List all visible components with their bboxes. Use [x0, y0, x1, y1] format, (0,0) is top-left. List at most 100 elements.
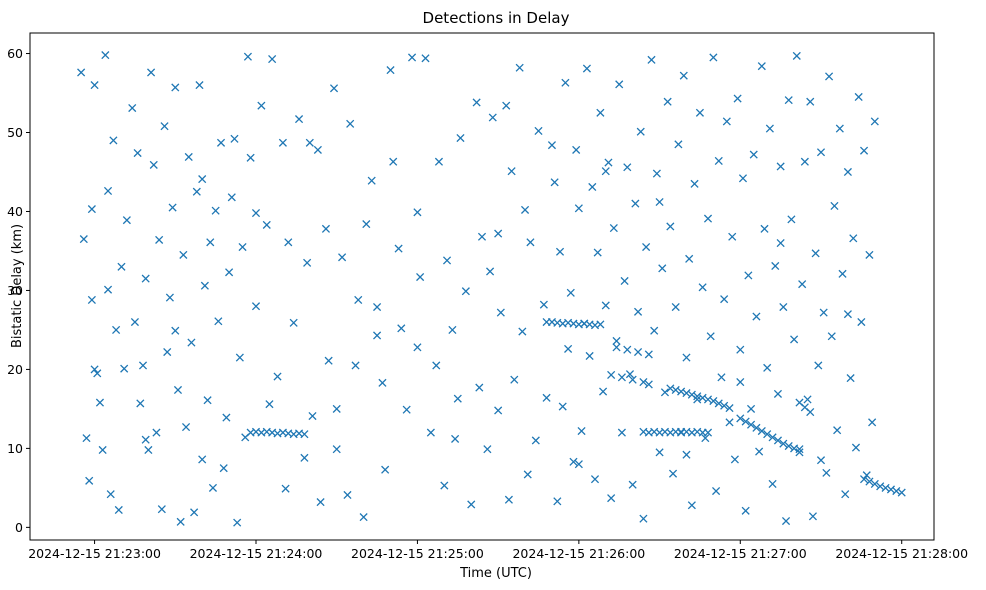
data-point: [892, 486, 901, 496]
data-point: [886, 485, 896, 494]
data-point: [165, 293, 174, 302]
data-point: [176, 517, 185, 526]
x-tick-label: 2024-12-15 21:27:00: [674, 546, 807, 561]
y-tick-label: 10: [7, 441, 23, 456]
data-point: [843, 310, 852, 319]
data-point: [808, 512, 817, 521]
data-point: [760, 224, 769, 233]
data-point: [294, 115, 304, 124]
data-point: [300, 430, 309, 439]
data-point: [720, 295, 729, 304]
data-point: [698, 393, 707, 402]
data-point: [674, 140, 683, 149]
y-axis: 0 10 20 30 40 50 60: [7, 46, 30, 535]
data-point: [284, 238, 293, 247]
data-point: [825, 72, 834, 81]
data-point: [483, 445, 492, 454]
y-axis-title: Bistatic Delay (km): [10, 224, 25, 348]
data-point: [216, 138, 226, 147]
data-point: [685, 254, 694, 263]
data-point: [246, 153, 255, 162]
data-point: [163, 347, 172, 357]
data-point: [494, 229, 503, 238]
data-point: [733, 94, 742, 103]
data-point: [701, 434, 710, 443]
data-point: [510, 375, 519, 384]
data-point: [607, 494, 616, 503]
data-point: [720, 401, 729, 410]
data-point: [668, 469, 678, 478]
data-point: [806, 408, 815, 417]
data-point: [173, 385, 183, 395]
data-point: [87, 205, 96, 214]
data-point: [768, 433, 777, 442]
data-point: [843, 167, 852, 177]
data-point: [682, 389, 691, 398]
data-point: [757, 426, 766, 436]
data-point: [448, 325, 457, 334]
data-point: [792, 51, 801, 60]
data-point: [693, 392, 702, 401]
data-point: [451, 434, 460, 443]
data-point: [784, 441, 793, 451]
data-point: [434, 157, 444, 166]
data-point: [830, 201, 839, 211]
data-point: [776, 162, 785, 171]
data-point: [440, 481, 449, 490]
data-point: [639, 377, 648, 387]
data-point: [157, 505, 166, 514]
data-point: [779, 302, 788, 312]
data-point: [257, 101, 266, 110]
data-point: [881, 483, 890, 492]
data-point: [278, 138, 287, 147]
data-point: [765, 124, 774, 133]
data-point: [85, 476, 94, 485]
data-point: [93, 369, 102, 378]
data-point: [442, 256, 452, 265]
data-point: [198, 455, 207, 464]
data-point: [730, 455, 739, 464]
data-point: [273, 372, 282, 381]
data-point: [515, 63, 524, 72]
data-point: [671, 302, 680, 312]
data-point: [771, 261, 780, 271]
y-tick-label: 50: [7, 125, 23, 140]
data-point: [195, 81, 204, 90]
data-point: [144, 445, 153, 455]
data-point: [87, 295, 96, 304]
data-point: [101, 51, 110, 60]
data-point: [225, 268, 234, 277]
data-point: [736, 377, 745, 387]
data-point: [542, 393, 551, 402]
marker-layer: [77, 51, 906, 527]
data-point: [660, 388, 670, 397]
data-point: [523, 470, 532, 479]
data-point: [171, 326, 180, 335]
data-point: [130, 317, 139, 327]
data-point: [90, 81, 99, 90]
x-axis: 2024-12-15 21:23:00 2024-12-15 21:24:00 20…: [28, 540, 968, 561]
data-point: [835, 124, 844, 133]
data-point: [687, 501, 696, 510]
data-point: [644, 380, 653, 389]
data-point: [432, 361, 441, 370]
data-point: [703, 214, 713, 223]
data-point: [547, 141, 557, 150]
data-point: [300, 453, 309, 462]
data-point: [636, 127, 645, 136]
data-point: [386, 66, 395, 75]
data-point: [631, 199, 640, 208]
data-point: [206, 238, 215, 247]
data-point: [741, 506, 750, 515]
data-point: [787, 215, 796, 224]
data-point: [776, 239, 785, 248]
data-point: [749, 150, 758, 159]
data-point: [496, 308, 505, 317]
data-point: [190, 508, 199, 517]
data-point: [343, 490, 352, 500]
data-point: [819, 308, 828, 317]
data-point: [652, 169, 661, 178]
data-point: [588, 182, 597, 192]
data-point: [233, 518, 242, 527]
data-point: [122, 216, 131, 225]
